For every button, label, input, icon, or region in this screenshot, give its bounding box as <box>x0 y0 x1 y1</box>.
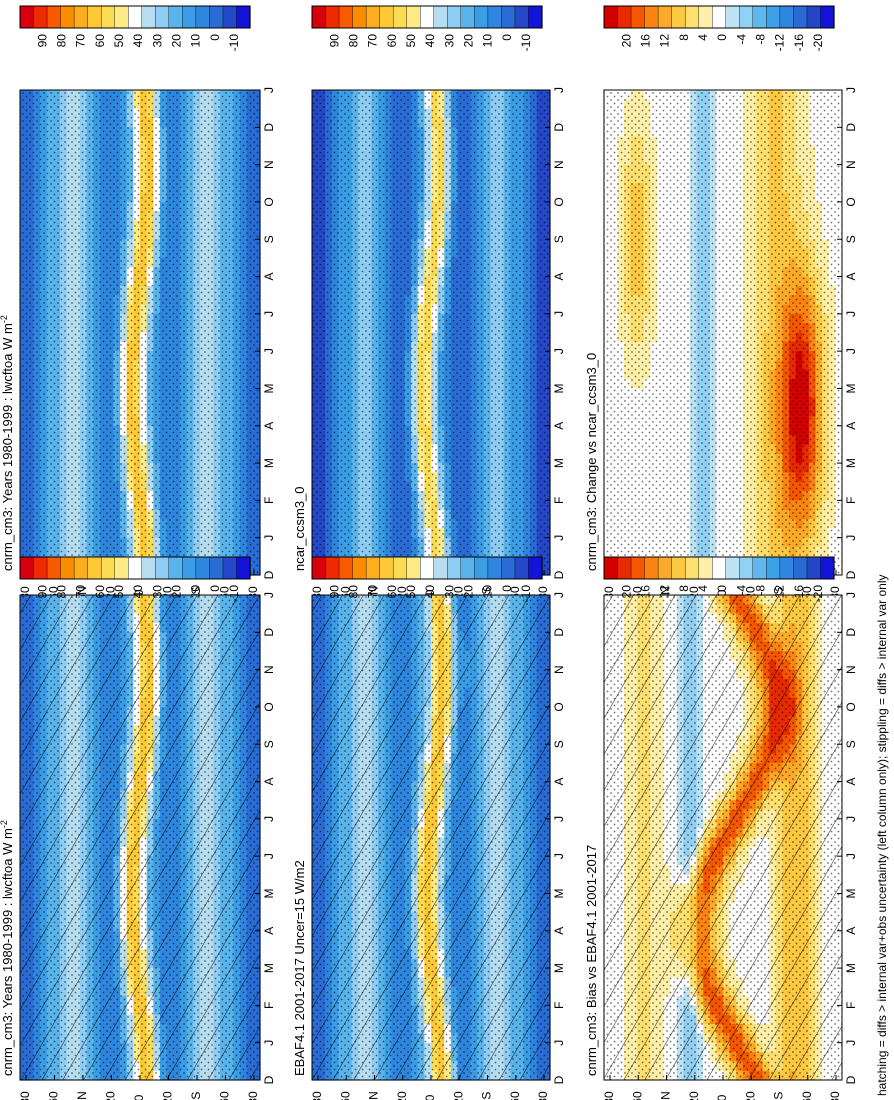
month-tick-label: M <box>262 888 276 898</box>
panel-left-top: 80 60 °N 20 0 20 °S 60 80DJFMAMJJASONDJcnrm_cm3:… <box>0 592 276 1100</box>
month-tick-label: J <box>262 87 276 93</box>
panel-title-superscript: -2 <box>0 820 9 828</box>
panel-title: cnrm_cm3: Years 1980-1999 : lwcftoa W m-… <box>0 820 15 1076</box>
month-tick-label: A <box>262 422 276 430</box>
stippling-overlay <box>20 90 260 575</box>
month-tick-label: M <box>262 458 276 468</box>
month-tick-label: D <box>262 628 276 637</box>
month-tick-label: O <box>262 702 276 711</box>
month-tick-label: J <box>262 853 276 859</box>
month-tick-label: M <box>262 383 276 393</box>
lat-tick-label: 0 <box>132 589 146 596</box>
month-tick-label: A <box>262 273 276 281</box>
panel-title: cnrm_cm3: Years 1980-1999 : lwcftoa W m-… <box>0 315 15 571</box>
lat-tick-label: °S <box>189 1092 203 1100</box>
month-tick-label: M <box>262 963 276 973</box>
month-tick-label: D <box>262 570 276 579</box>
hatching-overlay <box>20 595 260 1080</box>
month-tick-label: J <box>262 348 276 354</box>
month-tick-label: N <box>262 665 276 674</box>
month-tick-label: D <box>262 123 276 132</box>
month-tick-label: J <box>262 311 276 317</box>
month-tick-label: O <box>262 197 276 206</box>
lat-tick-label: 20 <box>161 1091 175 1100</box>
month-tick-label: J <box>262 816 276 822</box>
month-tick-label: N <box>262 160 276 169</box>
month-tick-label: D <box>262 1075 276 1084</box>
month-tick-label: S <box>262 740 276 748</box>
month-tick-label: F <box>262 1002 276 1009</box>
month-tick-label: S <box>262 235 276 243</box>
panel-title-superscript: -2 <box>0 315 9 323</box>
lat-tick-label: 60 <box>218 1091 232 1100</box>
month-tick-label: A <box>262 778 276 786</box>
month-tick-label: F <box>262 497 276 504</box>
month-tick-label: J <box>262 1040 276 1046</box>
lat-tick-label: °N <box>75 1091 89 1100</box>
month-tick-label: J <box>262 535 276 541</box>
lat-tick-label: 80 <box>246 1091 260 1100</box>
lat-tick-label: 20 <box>104 1091 118 1100</box>
month-tick-label: A <box>262 927 276 935</box>
lat-tick-label: 0 <box>132 1094 146 1100</box>
panels-layer: 80 60 °N 20 0 20 °S 60 80DJFMAMJJASONDJcnrm_cm3:… <box>0 5 858 1100</box>
lat-tick-label: 80 <box>18 1091 32 1100</box>
panel-right-middle: 80 60 °N 20 0 20 °S 60 80DJFMAMJJASONDJncar_ccsm… <box>292 87 566 600</box>
panel-right-top: 80 60 °N 20 0 20 °S 60 80DJFMAMJJASONDJcnrm_cm3:… <box>0 87 276 600</box>
lat-tick-label: 60 <box>47 1091 61 1100</box>
month-tick-label: J <box>262 592 276 598</box>
